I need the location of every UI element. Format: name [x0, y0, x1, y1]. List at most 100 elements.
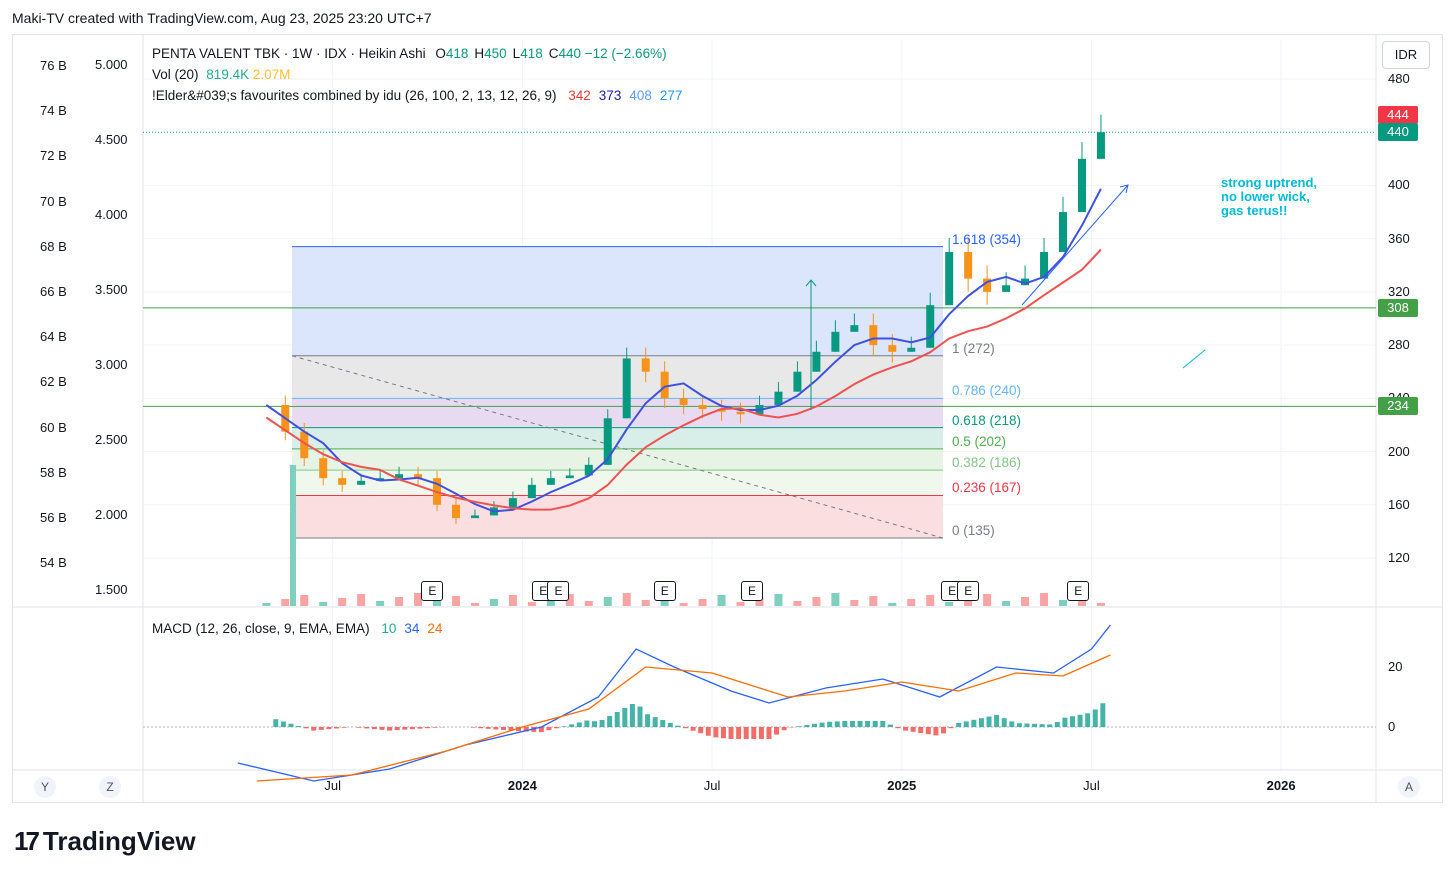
price-tag: 440: [1378, 123, 1418, 142]
macd-histogram-bar: [1039, 724, 1045, 727]
chart-credit: Maki-TV created with TradingView.com, Au…: [12, 10, 432, 26]
volume-bar: [376, 601, 385, 606]
time-axis-label: 2026: [1266, 778, 1296, 793]
right-axis-label: 200: [1388, 443, 1410, 459]
candle-body: [964, 251, 973, 279]
time-axis-label: 2024: [507, 778, 537, 793]
annotation-line: strong uptrend,: [1221, 175, 1318, 190]
candle-body: [983, 278, 992, 292]
right-axis-label: 320: [1388, 283, 1410, 299]
candle-body: [698, 404, 707, 409]
symbol-legend[interactable]: PENTA VALENT TBK · 1W · IDX · Heikin Ash…: [152, 46, 667, 61]
auto-scale-button[interactable]: A: [1398, 776, 1420, 798]
macd-histogram-bar: [978, 718, 984, 727]
tradingview-logo[interactable]: 17 TradingView: [14, 826, 196, 856]
price-tag: 308: [1378, 298, 1418, 317]
macd-histogram-bar: [963, 721, 969, 727]
volume-bar: [736, 602, 745, 606]
candle-body: [357, 480, 366, 485]
volume-bar: [717, 595, 726, 606]
fib-label: 0.786 (240): [952, 383, 1022, 399]
volume-bar: [281, 599, 290, 606]
fib-trend-line: [291, 355, 944, 539]
volume-bar: [945, 602, 954, 606]
macd-histogram-bar: [994, 715, 1000, 727]
indicator-value: 408: [629, 88, 652, 103]
volume-bar: [262, 603, 271, 606]
volume-bar: [698, 599, 707, 606]
macd-histogram-bar: [675, 725, 681, 727]
trend-annotation[interactable]: strong uptrend, no lower wick, gas terus!!: [1221, 176, 1317, 218]
macd-histogram-bar: [1024, 723, 1030, 727]
volume-bar: [1002, 601, 1011, 606]
currency-button[interactable]: IDR: [1382, 41, 1430, 69]
macd-histogram-bar: [751, 727, 757, 739]
macd-histogram-bar: [834, 721, 840, 727]
fib-zone: [292, 246, 943, 356]
macd-value: 24: [427, 621, 443, 636]
macd-histogram-bar: [652, 717, 658, 727]
ohlc-l: L: [512, 46, 521, 61]
earnings-marker: E: [421, 581, 444, 601]
macd-histogram-bar: [903, 727, 909, 731]
macd-histogram-bar: [1009, 721, 1015, 727]
volume-bar: [964, 598, 973, 606]
volume-bar: [1059, 600, 1068, 606]
volume-bar: [660, 596, 669, 606]
macd-line: [237, 624, 1111, 782]
left-axis-outer-label: 62 B: [40, 374, 67, 390]
log-scale-button[interactable]: Y: [34, 776, 56, 798]
macd-histogram-bar: [614, 712, 620, 727]
macd-histogram-bar: [880, 721, 886, 727]
macd-histogram-bar: [311, 727, 317, 731]
macd-histogram-bar: [341, 727, 347, 728]
earnings-marker: E: [653, 581, 676, 601]
macd-histogram-bar: [849, 721, 855, 727]
macd-histogram-bar: [660, 720, 666, 727]
ohlc-value-l: 418: [520, 46, 543, 61]
volume-bar: [926, 595, 935, 606]
volume-bar: [907, 599, 916, 606]
candle-body: [888, 345, 897, 352]
macd-histogram-bar: [827, 721, 833, 727]
macd-histogram-bar: [1069, 716, 1075, 727]
earnings-marker: E: [547, 581, 570, 601]
volume-bar: [755, 598, 764, 606]
ohlc-value-c: 440: [558, 46, 581, 61]
left-axis-inner-label: 1.500: [95, 582, 128, 597]
macd-histogram-bar: [698, 727, 704, 734]
left-axis-inner-label: 2.000: [95, 507, 128, 522]
trend-arrow: [1021, 184, 1129, 306]
candle-body: [1002, 285, 1011, 292]
macd-histogram-bar: [417, 727, 423, 729]
macd-histogram-bar: [713, 727, 719, 738]
candle-body: [869, 325, 878, 346]
left-axis-outer-label: 66 B: [40, 284, 67, 299]
zoom-button[interactable]: Z: [99, 776, 121, 798]
macd-value: 34: [404, 621, 420, 636]
volume-ma: 2.07M: [252, 67, 291, 82]
macd-histogram-bar: [758, 727, 764, 739]
volume-bar: [622, 593, 631, 606]
fib-label: 0.382 (186): [952, 455, 1022, 471]
macd-legend[interactable]: MACD (12, 26, close, 9, EMA, EMA) 10 34 24: [152, 621, 442, 636]
macd-values: 10 34 24: [373, 621, 442, 636]
macd-histogram-bar: [956, 723, 962, 727]
macd-histogram-bar: [1016, 723, 1022, 727]
right-axis-label: 480: [1388, 71, 1410, 86]
volume-bar: [319, 602, 328, 606]
macd-histogram-bar: [523, 727, 529, 732]
volume-bar: [1040, 593, 1049, 606]
volume-bar: [888, 603, 897, 606]
volume-bar: [869, 596, 878, 606]
tradingview-mark-icon: 17: [14, 826, 40, 856]
indicator-legend[interactable]: !Elder&#039;s favourites combined by idu…: [152, 88, 682, 103]
volume-legend[interactable]: Vol (20) 819.4K 2.07M: [152, 67, 290, 82]
macd-histogram-bar: [318, 727, 324, 730]
macd-histogram-bar: [485, 727, 491, 729]
macd-histogram-bar: [857, 721, 863, 727]
macd-axis-label: 0: [1388, 719, 1396, 734]
macd-histogram-bar: [774, 727, 780, 735]
price-tag: 444: [1378, 105, 1418, 124]
